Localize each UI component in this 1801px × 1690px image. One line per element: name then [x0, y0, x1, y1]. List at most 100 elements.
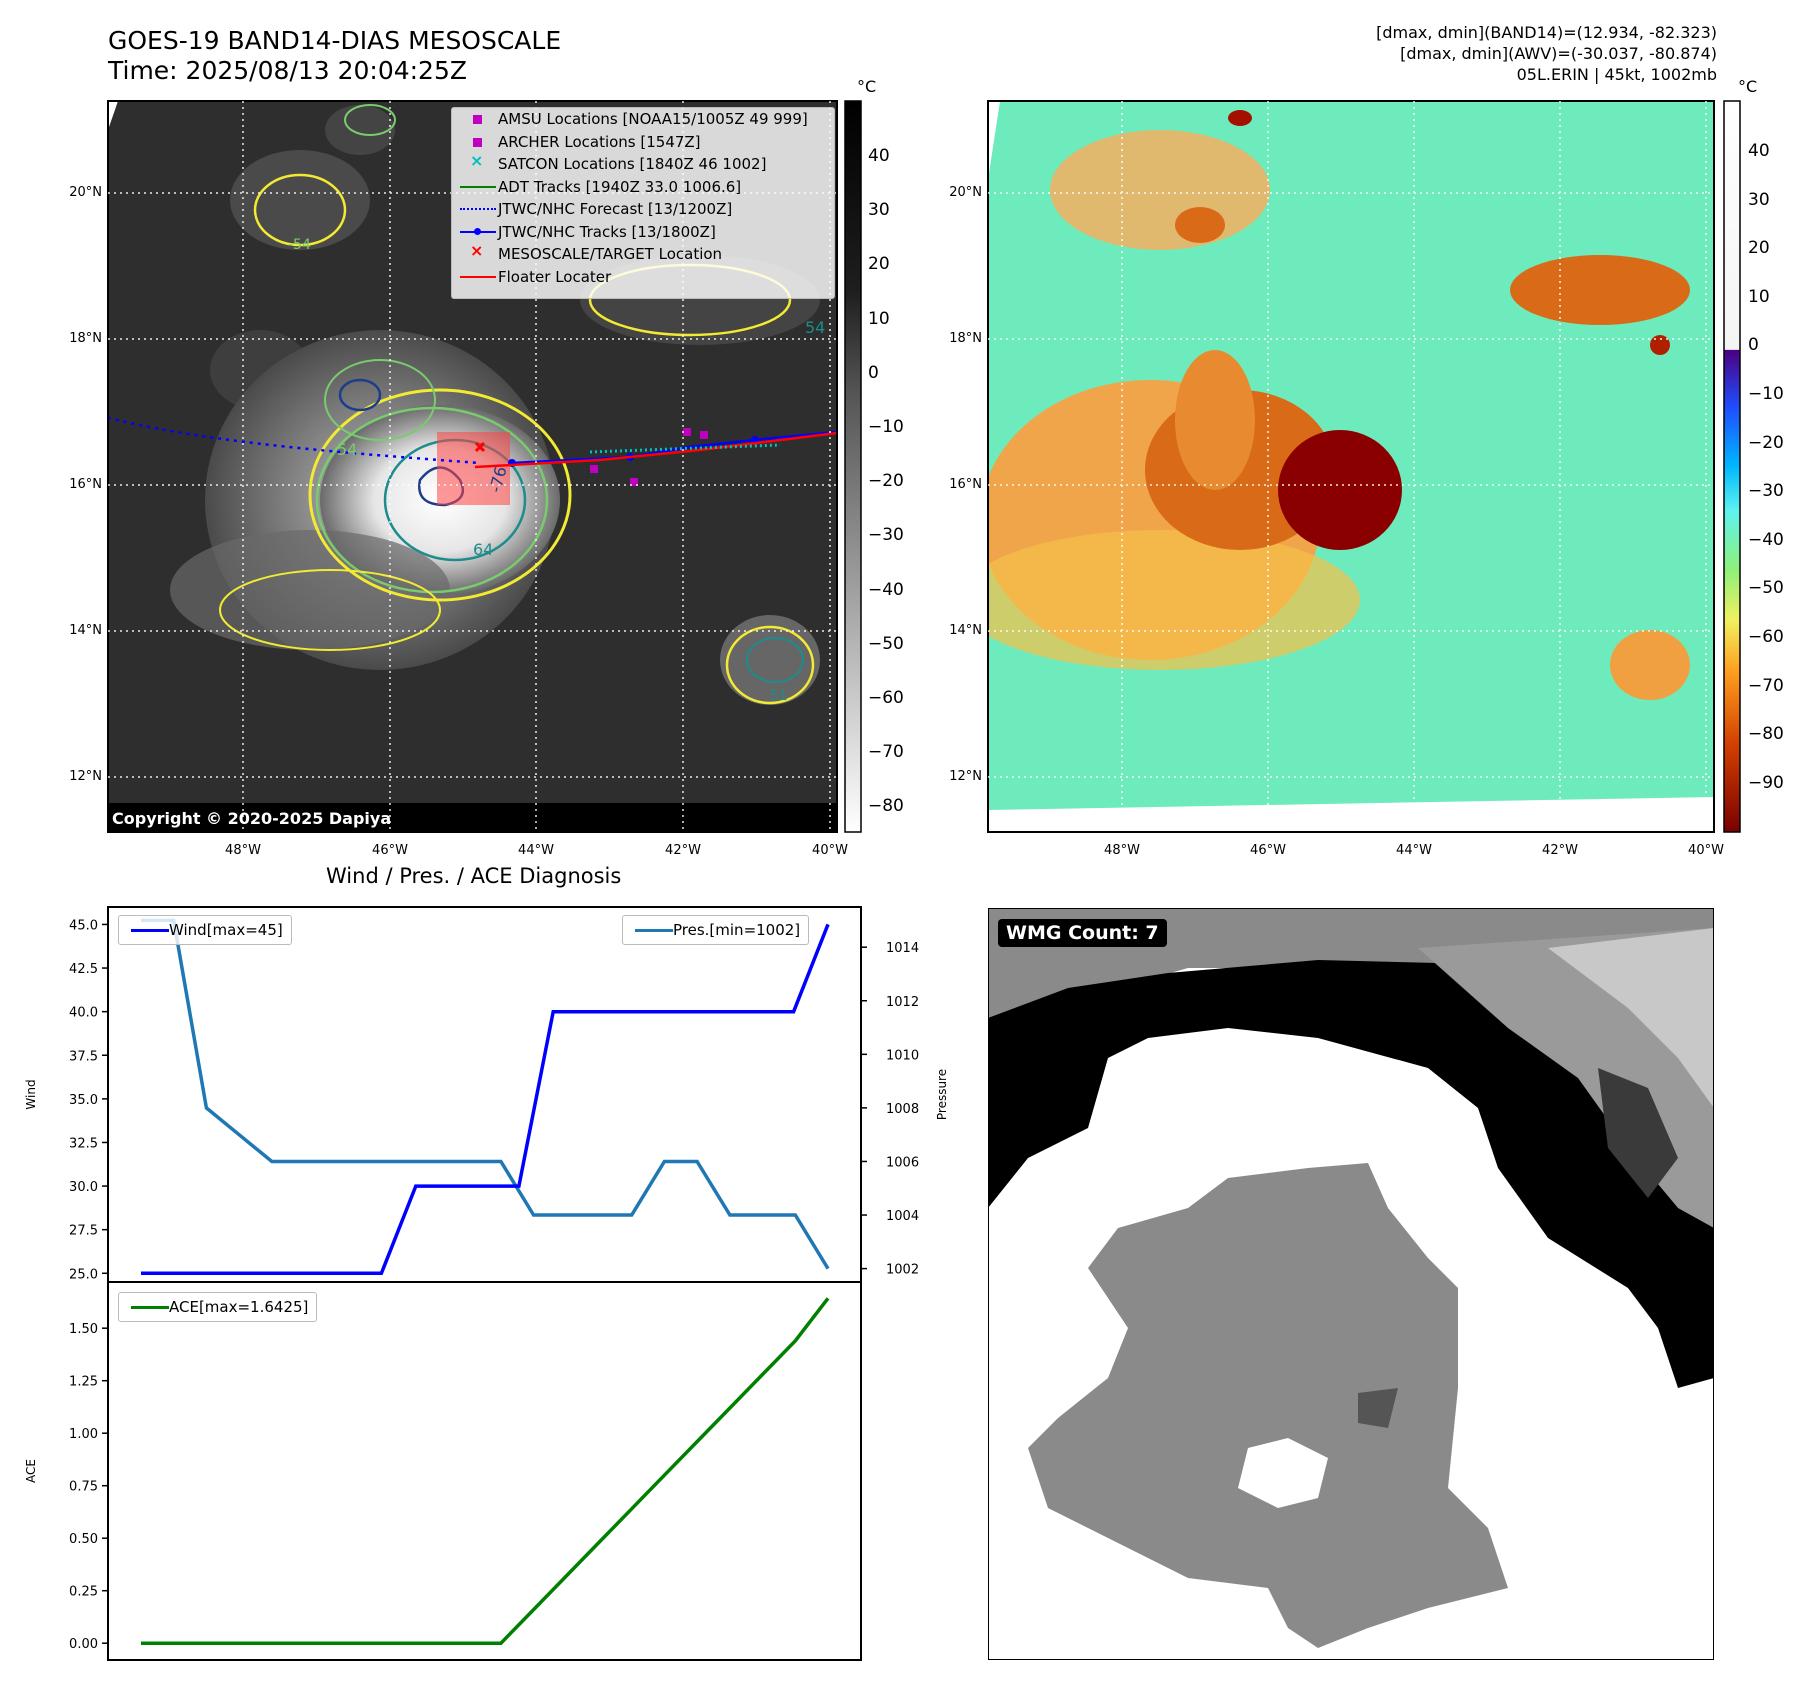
line-marker-icon [458, 266, 498, 288]
lat-tick-label: 12°N [949, 769, 982, 784]
contour-label: 54 [337, 440, 358, 459]
colorbar-tick-label: −30 [1748, 481, 1784, 502]
contour-label: 54 [805, 318, 826, 337]
colorbar-tick-label: −80 [1748, 724, 1784, 745]
wind-axis-label: Wind [24, 1079, 38, 1109]
colorbar-tick-label: −10 [868, 417, 904, 437]
ace-line [141, 1297, 830, 1645]
ace-axes-frame [107, 1281, 862, 1661]
y-tick-label: 1012 [886, 995, 919, 1010]
wind-line [141, 923, 830, 1276]
y-tick-label: 1008 [886, 1102, 919, 1117]
colorbar-tick-label: 40 [868, 146, 890, 166]
y-tick-label: 42.5 [69, 962, 98, 977]
legend-item-floater: Floater Locater [452, 266, 834, 289]
legend-item-tracks: JTWC/NHC Tracks [13/1800Z] [452, 221, 834, 244]
lon-tick-label: 40°W [812, 843, 848, 858]
colorbar-tick-label: 0 [868, 362, 879, 383]
colorbar-tick-label: 10 [1748, 286, 1770, 307]
legend-item-adt: ADT Tracks [1940Z 33.0 1006.6] [452, 176, 834, 199]
y-tick-label: 25.0 [69, 1267, 98, 1282]
y-tick-label: 30.0 [69, 1180, 98, 1195]
colorbar-tick-label: 40 [1748, 141, 1770, 161]
stats-line-3: 05L.ERIN | 45kt, 1002mb [1516, 65, 1717, 84]
y-tick-label: 32.5 [69, 1136, 98, 1151]
colorbar-tick-label: −50 [868, 633, 904, 654]
colorbar-tick-label: −80 [868, 796, 904, 817]
lat-tick-label: 14°N [69, 623, 102, 638]
legend-item-forecast: JTWC/NHC Forecast [13/1200Z] [452, 198, 834, 221]
diagnosis-chart: 25.0 27.5 30.0 32.5 35.0 37.5 40.0 42.5 45.0 1002… [24, 906, 949, 1661]
colorbar-tick-label: 20 [868, 254, 890, 275]
colorbar-tick-label: −70 [868, 742, 904, 763]
legend-item-amsu: AMSU Locations [NOAA15/1005Z 49 999] [452, 108, 834, 131]
y-tick-label: 37.5 [69, 1049, 98, 1064]
line-marker-icon [633, 919, 673, 941]
wind-axes-frame [107, 906, 862, 1283]
colorbar-right-unit: °C [1738, 77, 1758, 96]
stats-line-1: [dmax, dmin](BAND14)=(12.934, -82.323) [1376, 23, 1717, 42]
lon-tick-label: 42°W [665, 843, 701, 858]
colorbar-left [844, 100, 862, 833]
y-tick-label: 0.50 [69, 1532, 98, 1547]
lon-tick-label: 44°W [518, 843, 554, 858]
x-marker-icon: × [470, 241, 484, 261]
colorbar-tick-label: 10 [868, 308, 890, 329]
map-legend: AMSU Locations [NOAA15/1005Z 49 999] ARC… [451, 107, 835, 299]
colorbar-tick-label: 30 [1748, 189, 1770, 210]
colorbar-tick-label: −20 [1748, 432, 1784, 453]
y-tick-label: 0.75 [69, 1480, 98, 1495]
lon-tick-label: 48°W [1104, 843, 1140, 858]
lat-tick-label: 16°N [949, 477, 982, 492]
x-marker-icon: × [470, 151, 484, 171]
lat-tick-label: 18°N [69, 331, 102, 346]
pres-legend: Pres.[min=1002] [622, 915, 810, 945]
y-tick-label: 35.0 [69, 1093, 98, 1108]
title-line-1: GOES-19 BAND14-DIAS MESOSCALE [108, 26, 562, 55]
band14-map [107, 100, 1741, 833]
legend-item-satcon: × SATCON Locations [1840Z 46 1002] [452, 151, 834, 176]
ace-legend: ACE[max=1.6425] [118, 1292, 318, 1322]
line-dot-icon [458, 221, 498, 243]
colorbar-tick-label: −90 [1748, 772, 1784, 793]
y-tick-label: 1.50 [69, 1322, 98, 1337]
colorbar-left-unit: °C [857, 77, 877, 96]
y-tick-label: 45.0 [69, 918, 98, 933]
colorbar-tick-label: −70 [1748, 675, 1784, 696]
colorbar-tick-label: 0 [1748, 335, 1759, 356]
y-tick-label: 0.00 [69, 1637, 98, 1652]
contour-label: 51 [770, 688, 788, 704]
colorbar-tick-label: −30 [868, 525, 904, 546]
square-marker-icon [458, 108, 498, 130]
square-marker-icon [458, 131, 498, 153]
y-tick-label: 0.25 [69, 1585, 98, 1600]
y-tick-label: 40.0 [69, 1006, 98, 1021]
legend-item-target: × MESOSCALE/TARGET Location [452, 241, 834, 266]
line-marker-icon [129, 1296, 169, 1318]
lon-tick-label: 42°W [1542, 843, 1578, 858]
copyright-text: Copyright © 2020-2025 Dapiya [112, 809, 392, 828]
colorbar-tick-label: −50 [1748, 578, 1784, 599]
lon-tick-label: 46°W [372, 843, 408, 858]
y-tick-label: 1002 [886, 1263, 919, 1278]
dotted-line-icon [458, 198, 498, 220]
mesoscale-target-box [437, 432, 510, 505]
pressure-line [141, 918, 830, 1270]
y-tick-label: 1.00 [69, 1427, 98, 1442]
colorbar-tick-label: −40 [1748, 529, 1784, 550]
lat-tick-label: 20°N [69, 185, 102, 200]
line-marker-icon [129, 919, 169, 941]
colorbar-tick-label: −60 [868, 688, 904, 708]
lat-tick-label: 18°N [949, 331, 982, 346]
y-tick-label: 1006 [886, 1155, 919, 1170]
lon-tick-label: 40°W [1688, 843, 1724, 858]
stats-line-2: [dmax, dmin](AWV)=(-30.037, -80.874) [1400, 44, 1717, 63]
lat-tick-label: 12°N [69, 769, 102, 784]
diagnosis-title: Wind / Pres. / ACE Diagnosis [326, 864, 622, 888]
legend-item-archer: ARCHER Locations [1547Z] [452, 131, 834, 154]
y-tick-label: 1014 [886, 941, 919, 956]
colorbar-tick-label: 30 [868, 200, 890, 221]
colorbar-tick-label: −60 [1748, 627, 1784, 647]
lat-tick-label: 16°N [69, 477, 102, 492]
title-line-2: Time: 2025/08/13 20:04:25Z [108, 56, 467, 85]
